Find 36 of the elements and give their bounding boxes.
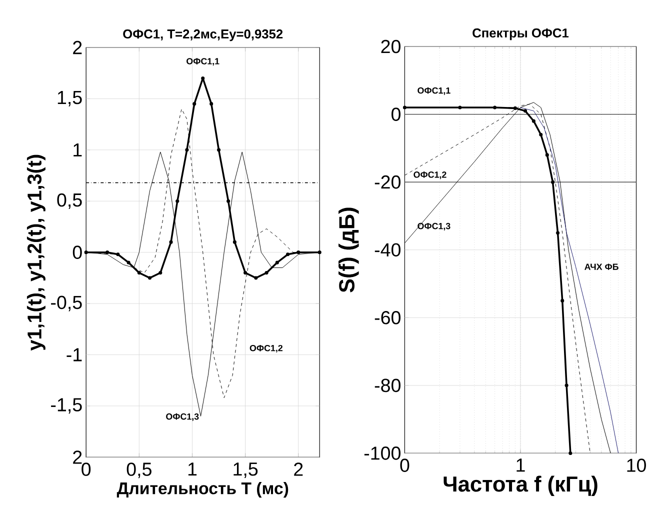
- chart-title: Спектры ОФС1: [472, 28, 569, 40]
- y-tick-label: -80: [374, 378, 400, 392]
- y-tick-label: 0: [72, 245, 82, 259]
- series-label: ОФС1,3: [166, 413, 199, 421]
- x-tick-label: 1: [188, 462, 197, 476]
- x-tick-label: 1,5: [234, 462, 258, 478]
- series-label: ОФС1,1: [418, 87, 450, 95]
- x-tick-label: 0: [82, 462, 91, 476]
- y-tick-label: 20: [381, 40, 400, 53]
- y-tick-label: 0: [392, 107, 400, 121]
- y-tick-label: 1,5: [58, 90, 82, 106]
- x-axis-title: Длительность T (мс): [116, 482, 288, 498]
- series-label: ОФС1,3: [418, 222, 450, 230]
- x-tick-label: 10: [627, 458, 646, 472]
- y-tick-label: 2: [73, 40, 82, 54]
- y-axis-title: y1,1(t), y1,2(t), y1,3(t): [26, 154, 46, 350]
- x-axis-title: Частота f (кГц): [444, 476, 598, 496]
- y-tick-label: -60: [374, 310, 400, 324]
- series-label: ОФС1,2: [250, 344, 282, 352]
- y-tick-label: 0,5: [57, 193, 82, 209]
- x-tick-label: 1: [516, 458, 525, 472]
- y-axis-title: S(f) (дБ): [338, 208, 359, 292]
- x-tick-label: 0,5: [126, 462, 152, 478]
- y-tick-label: -0,5: [51, 296, 82, 312]
- series-label: ОФС1,1: [186, 58, 220, 66]
- y-tick-label: -1: [66, 348, 82, 361]
- y-tick-label: 1: [74, 143, 82, 156]
- x-tick-label: 0: [400, 458, 410, 472]
- y-tick-label: -40: [374, 242, 400, 256]
- series-label: АЧХ ФБ: [584, 263, 618, 270]
- series-label: ОФС1,2: [414, 171, 446, 179]
- chart-title: ОФС1, T=2,2мс,Ey=0,9352: [123, 29, 283, 41]
- y-tick-label: -20: [374, 175, 400, 188]
- x-tick-label: 2: [294, 462, 303, 476]
- y-tick-label: -100: [364, 446, 400, 460]
- y-tick-label: -1,5: [51, 398, 82, 414]
